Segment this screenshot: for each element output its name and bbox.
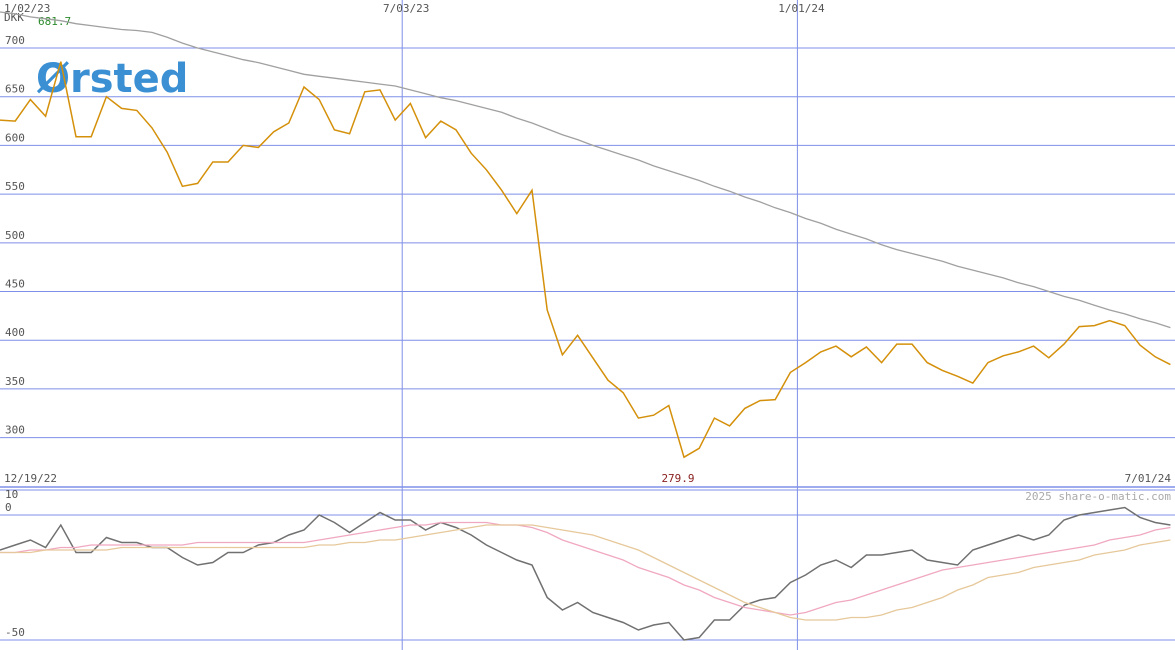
y-tick-label: -50 xyxy=(5,626,25,639)
y-tick-label: 650 xyxy=(5,83,25,96)
series-line xyxy=(0,506,1171,641)
series-line xyxy=(0,11,1171,329)
watermark: 2025 share-o-matic.com xyxy=(1025,490,1171,503)
y-tick-label: 10 xyxy=(5,488,18,501)
y-tick-label: 400 xyxy=(5,326,25,339)
x-tick-label: 1/02/23 xyxy=(4,2,50,15)
y-tick-label: 600 xyxy=(5,131,25,144)
start-date: 12/19/22 xyxy=(4,472,57,485)
series-line xyxy=(0,524,1171,621)
series-line xyxy=(0,521,1171,616)
y-tick-label: 700 xyxy=(5,34,25,47)
y-tick-label: 550 xyxy=(5,180,25,193)
y-tick-label: 300 xyxy=(5,424,25,437)
logo: Ørsted xyxy=(36,56,188,102)
x-tick-label: 1/01/24 xyxy=(778,2,825,15)
y-tick-label: 500 xyxy=(5,229,25,242)
x-tick-label: 7/03/23 xyxy=(383,2,429,15)
y-tick-label: 350 xyxy=(5,375,25,388)
min-label: 279.9 xyxy=(661,472,694,485)
y-tick-label: 0 xyxy=(5,501,12,514)
series-line xyxy=(0,61,1171,459)
end-date: 7/01/24 xyxy=(1125,472,1172,485)
y-tick-label: 450 xyxy=(5,278,25,291)
